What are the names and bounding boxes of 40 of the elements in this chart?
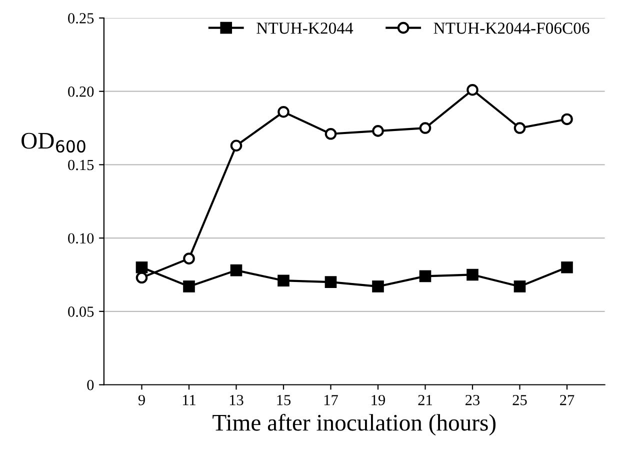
x-tick-label: 13 bbox=[230, 394, 244, 406]
x-tick-label: 21 bbox=[418, 394, 432, 406]
point bbox=[183, 280, 195, 292]
y-tick-label: 0 bbox=[87, 380, 94, 390]
y-tick-label: 0.25 bbox=[68, 13, 94, 24]
y-tick-label: 0.05 bbox=[68, 306, 94, 317]
point bbox=[419, 270, 432, 282]
point bbox=[324, 128, 337, 140]
point bbox=[324, 276, 337, 288]
point bbox=[514, 122, 526, 134]
x-tick-label: 17 bbox=[324, 394, 338, 406]
x-tick-label: 15 bbox=[277, 394, 291, 406]
legend-label: NTUH-K2044 bbox=[256, 22, 354, 34]
x-tick-label: 19 bbox=[372, 394, 386, 406]
point bbox=[230, 140, 242, 152]
x-tick-label: 11 bbox=[182, 394, 196, 406]
point bbox=[230, 264, 242, 276]
y-tick-label: 0.15 bbox=[68, 160, 94, 170]
point bbox=[372, 280, 384, 292]
point bbox=[183, 252, 195, 264]
point bbox=[372, 125, 384, 137]
x-tick-label: 23 bbox=[466, 394, 480, 406]
y-tick-label: 0.20 bbox=[68, 86, 94, 97]
y-axis-title: OD$_{600}$ bbox=[22, 132, 86, 153]
point bbox=[136, 272, 148, 284]
point bbox=[466, 268, 478, 281]
point bbox=[561, 113, 573, 126]
x-tick-label: 25 bbox=[512, 394, 527, 406]
x-tick-label: 27 bbox=[560, 394, 574, 406]
x-axis-title: Time after inoculation (hours) bbox=[212, 414, 496, 436]
point bbox=[466, 84, 478, 96]
y-tick-label: 0.10 bbox=[68, 233, 94, 244]
legend-label: NTUH-K2044-F06C06 bbox=[434, 22, 590, 34]
point bbox=[278, 274, 290, 286]
point bbox=[561, 261, 573, 274]
point bbox=[514, 280, 526, 292]
point bbox=[136, 261, 148, 274]
point bbox=[278, 106, 290, 118]
x-tick-label: 9 bbox=[138, 394, 145, 406]
point bbox=[419, 122, 432, 134]
